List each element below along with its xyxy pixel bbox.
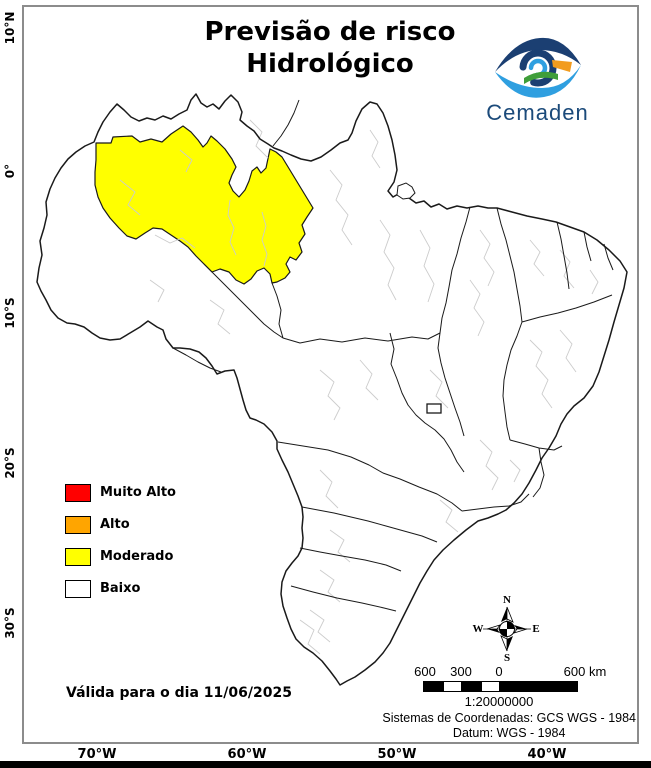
scale-segment xyxy=(462,682,481,691)
scale-tick-0: 0 xyxy=(495,664,503,679)
lat-label-0: 0° xyxy=(3,163,17,179)
compass-west-label: W xyxy=(472,623,484,635)
coords-line-1: Sistemas de Coordenadas: GCS WGS - 1984 xyxy=(382,711,636,725)
scale-tick-600-left: 600 xyxy=(414,664,436,679)
bottom-black-bar xyxy=(0,761,651,768)
cemaden-wordmark: Cemaden xyxy=(486,100,589,125)
lon-label-70w: 70°W xyxy=(77,747,117,762)
coordinate-system-note: Sistemas de Coordenadas: GCS WGS - 1984 … xyxy=(382,711,636,741)
validity-text: Válida para o dia 11/06/2025 xyxy=(66,685,292,701)
scale-segment xyxy=(424,682,443,691)
legend-swatch-moderado xyxy=(65,548,91,566)
scale-segment xyxy=(481,682,500,691)
marajo-island xyxy=(396,182,416,200)
legend-swatch-alto xyxy=(65,516,91,534)
cemaden-logo: Cemaden xyxy=(470,36,605,126)
municipal-boundaries xyxy=(119,119,599,655)
state-boundaries xyxy=(172,99,614,612)
legend-label-muito-alto: Muito Alto xyxy=(100,485,176,500)
lon-label-60w: 60°W xyxy=(227,747,267,762)
lat-label-20s: 20°S xyxy=(3,447,17,479)
scale-segment xyxy=(443,682,462,691)
title-line-2: Hidrológico xyxy=(246,49,414,79)
lat-label-30s: 30°S xyxy=(3,607,17,639)
legend-swatch-baixo xyxy=(65,580,91,598)
scale-segment xyxy=(500,682,577,691)
scale-bar xyxy=(423,681,578,692)
compass-rose-icon xyxy=(483,606,531,652)
title-line-1: Previsão de risco xyxy=(204,17,456,47)
lon-label-40w: 40°W xyxy=(527,747,567,762)
lat-label-10s: 10°S xyxy=(3,297,17,329)
page-title: Previsão de risco Hidrológico xyxy=(140,16,520,80)
scale-tick-600-km: 600 km xyxy=(563,664,607,679)
compass-east-label: E xyxy=(532,623,540,635)
coords-line-2: Datum: WGS - 1984 xyxy=(452,726,566,740)
cemaden-eye-icon xyxy=(494,37,581,98)
legend-label-moderado: Moderado xyxy=(100,549,174,564)
legend-label-baixo: Baixo xyxy=(100,581,141,596)
scale-ratio-text: 1:20000000 xyxy=(464,694,534,709)
distrito-federal-outline xyxy=(426,403,442,414)
compass-south-label: S xyxy=(503,652,511,664)
compass-north-label: N xyxy=(503,594,511,606)
lon-label-50w: 50°W xyxy=(377,747,417,762)
scale-tick-300: 300 xyxy=(450,664,472,679)
legend-label-alto: Alto xyxy=(100,517,130,532)
highlight-region-moderado xyxy=(94,125,314,285)
legend-swatch-muito-alto xyxy=(65,484,91,502)
lat-label-10n: 10°N xyxy=(3,11,17,45)
